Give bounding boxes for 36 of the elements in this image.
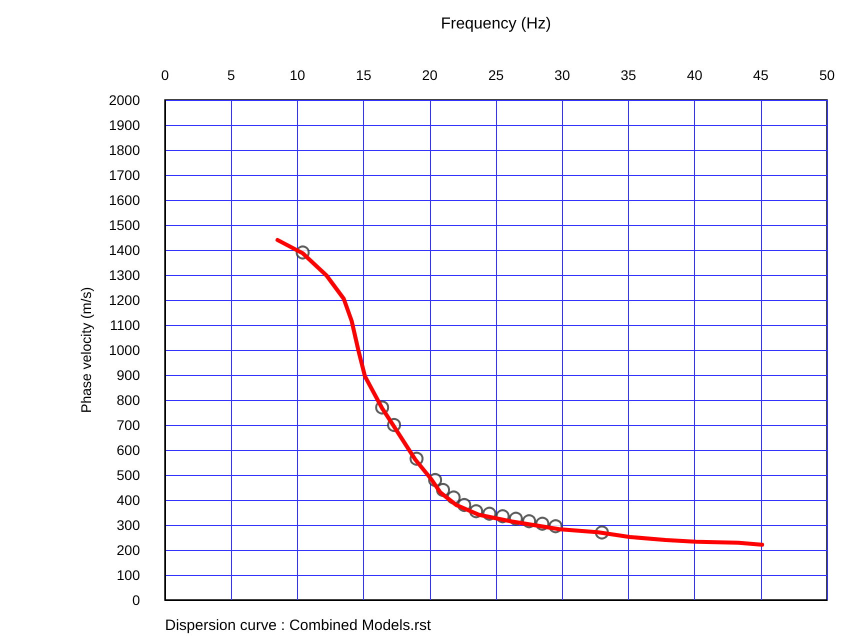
y-tick-label: 400 [116,492,140,508]
y-tick-label: 100 [116,567,140,583]
y-tick-label: 900 [116,367,140,383]
y-tick-label: 500 [116,467,140,483]
y-tick-label: 1500 [108,217,140,233]
y-tick-label: 1000 [108,342,140,358]
y-tick-label: 1700 [108,167,140,183]
y-tick-label: 1900 [108,117,140,133]
x-tick-label: 35 [620,67,636,83]
y-tick-label: 0 [132,592,140,608]
y-tick-label: 1600 [108,192,140,208]
x-axis-title: Frequency (Hz) [440,16,552,32]
x-tick-label: 0 [161,67,170,83]
y-tick-label: 300 [116,517,140,533]
x-tick-label: 10 [290,67,306,83]
y-tick-label: 700 [116,417,140,433]
text: Dispersion curve : Combined Models.rst [165,617,432,634]
x-tick-label: 20 [422,67,438,83]
x-tick-label: 15 [356,67,372,83]
y-axis-title: Phase velocity (m/s) [78,286,94,414]
x-tick-label: 25 [488,67,504,83]
y-tick-label: 800 [116,392,140,408]
x-tick-label: 40 [686,67,703,83]
y-tick-label: 1300 [108,267,140,283]
y-tick-label: 1100 [110,317,140,333]
y-tick-label: 600 [116,442,140,458]
x-tick-label: 45 [753,67,769,83]
x-tick-label: 50 [819,67,835,83]
y-tick-label: 200 [116,542,140,558]
y-tick-label: 2000 [108,92,140,108]
y-tick-label: 1800 [108,142,140,158]
y-tick-label: 1400 [108,242,140,258]
x-tick-label: 30 [554,67,570,83]
y-tick-label: 1200 [108,292,140,308]
line-series [276,238,764,547]
x-tick-label: 5 [227,67,236,83]
